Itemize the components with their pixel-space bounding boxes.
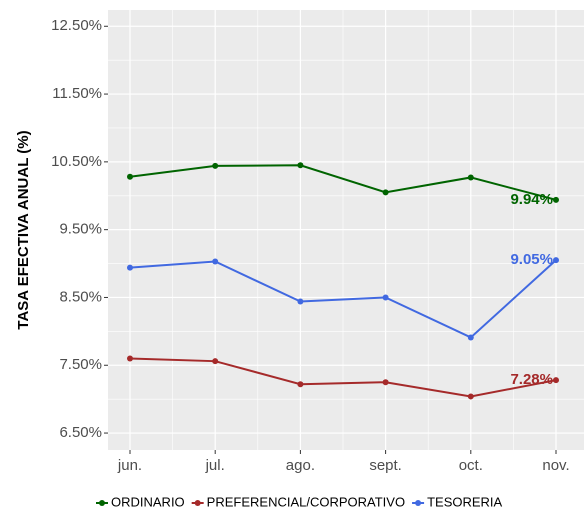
point (297, 381, 304, 388)
point (297, 298, 304, 305)
point (212, 358, 219, 365)
series-line (129, 164, 557, 201)
x-tick-label: sept. (369, 457, 402, 474)
y-tick-label: 6.50% (59, 424, 102, 441)
legend-label: PREFERENCIAL/CORPORATIVO (207, 494, 405, 509)
point (382, 379, 389, 386)
point (212, 162, 219, 169)
y-tick-label: 10.50% (51, 153, 102, 170)
point (382, 189, 389, 196)
y-tick-label: 8.50% (59, 288, 102, 305)
legend-key (415, 500, 422, 506)
point (467, 393, 474, 400)
point (212, 258, 219, 265)
point (467, 334, 474, 341)
point (553, 196, 559, 203)
point (297, 162, 304, 169)
y-tick-label: 12.50% (51, 17, 102, 34)
y-axis-label: TASA EFECTIVA ANUAL (%) (15, 130, 32, 329)
legend-key (99, 500, 105, 506)
x-tick-label: ago. (286, 457, 315, 474)
point (127, 355, 133, 362)
point (553, 257, 559, 264)
y-tick-label: 9.50% (59, 221, 102, 238)
point (467, 174, 474, 181)
point (127, 173, 133, 180)
point (127, 264, 133, 271)
x-tick-label: jun. (117, 457, 142, 474)
legend-label: ORDINARIO (111, 494, 185, 509)
y-tick-label: 11.50% (52, 85, 102, 102)
x-tick-label: oct. (459, 457, 483, 474)
x-tick-label: jul. (205, 457, 225, 474)
data-label: 9.94% (510, 191, 553, 208)
series-line (129, 259, 557, 339)
legend-label: TESORERIA (427, 494, 502, 509)
series-line (129, 357, 557, 398)
data-label: 7.28% (510, 371, 553, 388)
point (382, 294, 389, 301)
x-tick-label: nov. (542, 457, 569, 474)
data-label: 9.05% (510, 251, 553, 268)
legend-key (194, 500, 201, 506)
y-tick-label: 7.50% (59, 356, 102, 373)
point (553, 377, 559, 384)
